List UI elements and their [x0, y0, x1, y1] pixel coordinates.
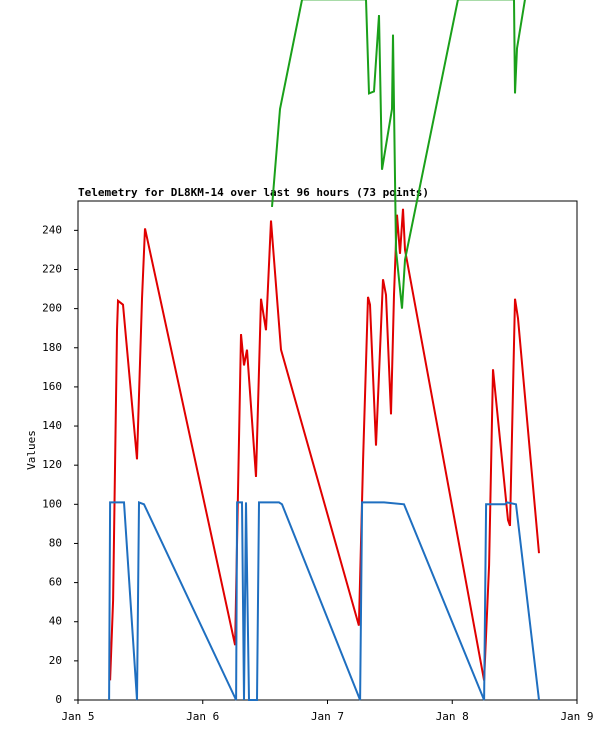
y-tick-label: 40 [49, 615, 62, 628]
x-tick-label: Jan 6 [186, 710, 219, 723]
y-tick-label: 120 [42, 458, 62, 471]
x-tick-label: Jan 9 [560, 710, 593, 723]
plot-frame [77, 200, 578, 701]
chart-title: Telemetry for DL8KM-14 over last 96 hour… [78, 186, 429, 199]
y-tick-label: 140 [42, 419, 62, 432]
y-tick-label: 240 [42, 223, 62, 236]
y-tick-label: 160 [42, 380, 62, 393]
x-tick-label: Jan 7 [311, 710, 344, 723]
x-tick-label: Jan 8 [436, 710, 469, 723]
y-tick-label: 80 [49, 536, 62, 549]
y-tick-label: 20 [49, 654, 62, 667]
data-line [271, 0, 526, 309]
y-tick-label: 0 [55, 693, 62, 706]
y-tick-label: 180 [42, 341, 62, 354]
x-tick-label: Jan 5 [61, 710, 94, 723]
y-tick-label: 60 [49, 576, 62, 589]
y-axis-label: Values [25, 430, 38, 470]
y-tick-label: 220 [42, 262, 62, 275]
y-tick-label: 200 [42, 302, 62, 315]
data-line [109, 208, 540, 681]
y-tick-label: 100 [42, 497, 62, 510]
data-line [108, 500, 540, 701]
